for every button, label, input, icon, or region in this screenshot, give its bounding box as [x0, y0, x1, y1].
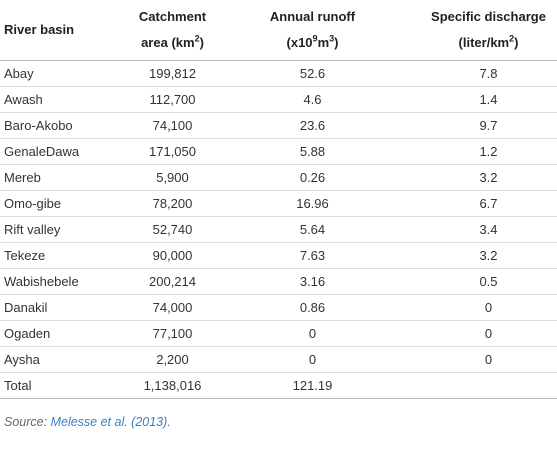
table-cell: 0 [380, 346, 557, 373]
header-cell: Specific discharge (liter/km2) [380, 0, 557, 61]
table-cell: 74,100 [100, 112, 245, 139]
superscript: 9 [312, 33, 318, 44]
source-note: Source: Melesse et al. (2013). [0, 415, 557, 429]
table-row: Baro-Akobo 74,100 23.6 9.7 [0, 112, 557, 139]
table-cell: Wabishebele [0, 268, 100, 295]
superscript: 3 [329, 33, 335, 44]
table-cell: GenaleDawa [0, 138, 100, 165]
header-text: Annual runoff [269, 9, 356, 24]
table-cell: 200,214 [100, 268, 245, 295]
table-cell: 3.16 [245, 268, 380, 295]
table-cell: 23.6 [245, 112, 380, 139]
header-cell: Catchment area (km2) [100, 0, 245, 61]
table-row: Aysha 2,200 0 0 [0, 346, 557, 373]
table-cell: 2,200 [100, 346, 245, 373]
table-cell: 7.8 [380, 60, 557, 87]
header-text: ) [514, 35, 519, 50]
table-cell: 0.5 [380, 268, 557, 295]
header-text: (x10 [286, 35, 313, 50]
table-cell: 1,138,016 [100, 372, 245, 399]
table-cell: 112,700 [100, 86, 245, 113]
table-cell: 5,900 [100, 164, 245, 191]
table-row: Awash 112,700 4.6 1.4 [0, 86, 557, 113]
table-cell: 0 [245, 320, 380, 347]
table-row: Abay 199,812 52.6 7.8 [0, 60, 557, 87]
table-cell: Awash [0, 86, 100, 113]
table-cell: 1.2 [380, 138, 557, 165]
header-text: (liter/km [458, 35, 510, 50]
table-cell: 171,050 [100, 138, 245, 165]
table-body: Abay 199,812 52.6 7.8 Awash 112,700 4.6 1.4 Baro… [0, 60, 557, 399]
header-text: area (km [141, 35, 195, 50]
table-row: Tekeze 90,000 7.63 3.2 [0, 242, 557, 269]
table-cell: Ogaden [0, 320, 100, 347]
header-cell: Annual runoff (x109m3) [245, 0, 380, 61]
table-cell: 78,200 [100, 190, 245, 217]
table-cell: 3.2 [380, 164, 557, 191]
table-cell: 199,812 [100, 60, 245, 87]
table-cell: 0.26 [245, 164, 380, 191]
table-cell [380, 372, 557, 399]
header-row: River basin Catchment area (km2) Annual run… [0, 0, 557, 61]
table-cell: 74,000 [100, 294, 245, 321]
table-cell: Danakil [0, 294, 100, 321]
table-cell: 3.2 [380, 242, 557, 269]
table-cell: 121.19 [245, 372, 380, 399]
header-text: ) [334, 35, 339, 50]
table-row: Rift valley 52,740 5.64 3.4 [0, 216, 557, 243]
table-row: Mereb 5,900 0.26 3.2 [0, 164, 557, 191]
table-row: Total 1,138,016 121.19 [0, 372, 557, 399]
table-cell: 90,000 [100, 242, 245, 269]
table-cell: 5.88 [245, 138, 380, 165]
table-row: GenaleDawa 171,050 5.88 1.2 [0, 138, 557, 165]
table-cell: 52,740 [100, 216, 245, 243]
table-cell: 0 [380, 320, 557, 347]
table-cell: Omo-gibe [0, 190, 100, 217]
table-cell: 0.86 [245, 294, 380, 321]
table-cell: Baro-Akobo [0, 112, 100, 139]
table-cell: 4.6 [245, 86, 380, 113]
data-table: River basin Catchment area (km2) Annual run… [0, 0, 557, 399]
table-cell: 77,100 [100, 320, 245, 347]
table-cell: 16.96 [245, 190, 380, 217]
table-cell: 3.4 [380, 216, 557, 243]
source-label: Source: [4, 415, 48, 429]
table-cell: 6.7 [380, 190, 557, 217]
header-text: ) [199, 35, 204, 50]
table-cell: Rift valley [0, 216, 100, 243]
table-cell: 52.6 [245, 60, 380, 87]
table-cell: 9.7 [380, 112, 557, 139]
table-cell: 1.4 [380, 86, 557, 113]
table-cell: 5.64 [245, 216, 380, 243]
table-cell: Tekeze [0, 242, 100, 269]
table-cell: Abay [0, 60, 100, 87]
header-cell: River basin [0, 0, 100, 61]
superscript: 2 [509, 33, 515, 44]
header-text: Specific discharge [431, 9, 546, 24]
header-text: Catchment [138, 9, 207, 24]
table-row: Wabishebele 200,214 3.16 0.5 [0, 268, 557, 295]
table-row: Ogaden 77,100 0 0 [0, 320, 557, 347]
table-cell: Mereb [0, 164, 100, 191]
table-row: Danakil 74,000 0.86 0 [0, 294, 557, 321]
table-cell: 0 [380, 294, 557, 321]
table-row: Omo-gibe 78,200 16.96 6.7 [0, 190, 557, 217]
source-ref[interactable]: Melesse et al. (2013). [50, 415, 171, 429]
superscript: 2 [194, 33, 200, 44]
header-text: m [317, 35, 330, 50]
table-cell: Total [0, 372, 100, 399]
table-cell: 7.63 [245, 242, 380, 269]
table-cell: Aysha [0, 346, 100, 373]
table-cell: 0 [245, 346, 380, 373]
header-text: River basin [4, 22, 75, 37]
